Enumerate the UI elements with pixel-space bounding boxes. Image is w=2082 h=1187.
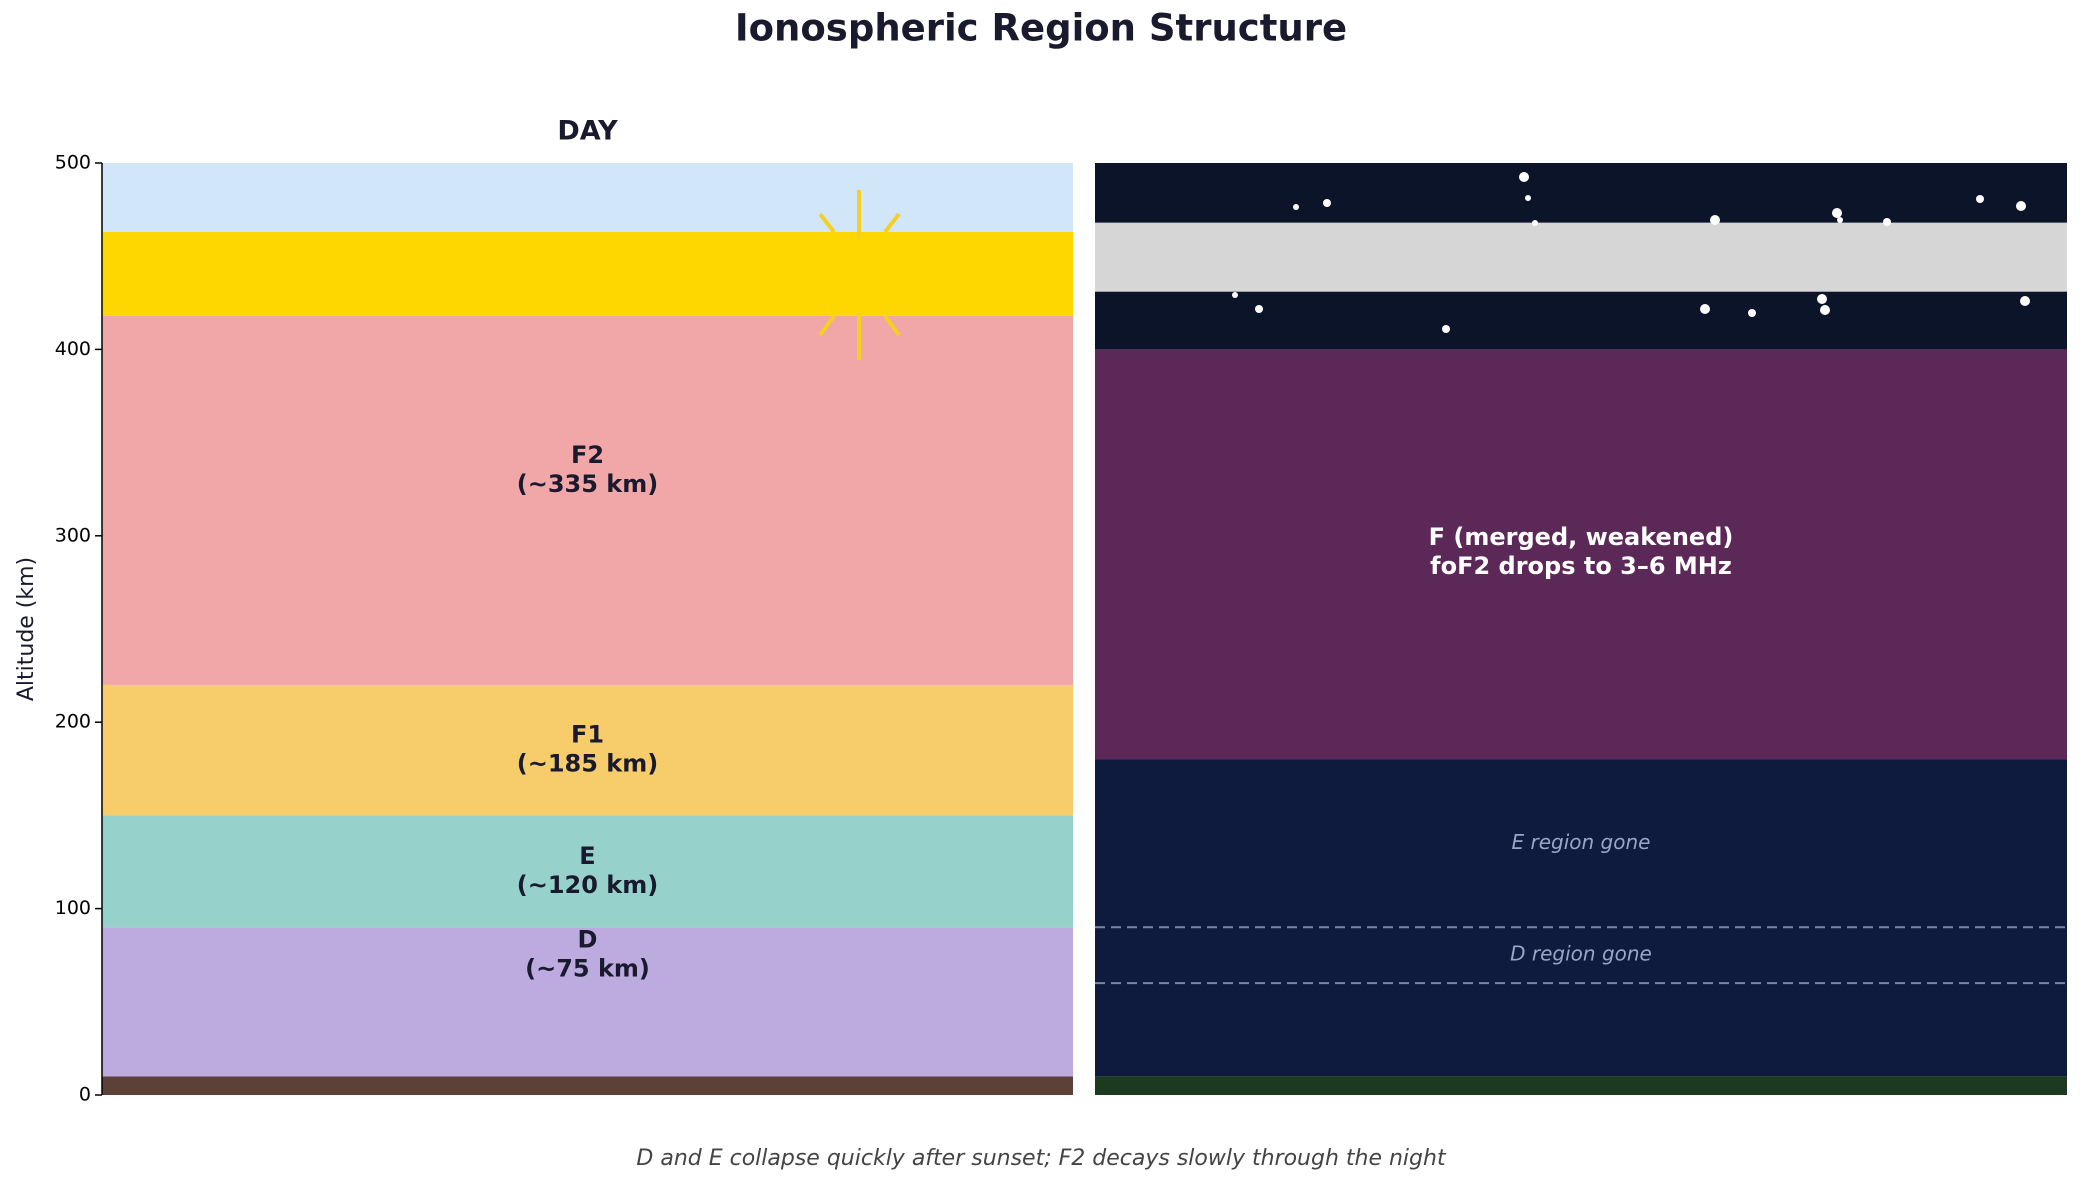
- band: [1095, 163, 2067, 223]
- band: [102, 927, 1073, 1077]
- region-label: F1: [571, 721, 604, 749]
- band: [102, 163, 1073, 232]
- caption: D and E collapse quickly after sunset; F…: [636, 1146, 1447, 1171]
- region-label: (~120 km): [517, 871, 658, 899]
- bands: [102, 163, 2067, 1095]
- band: [1095, 349, 2067, 760]
- band: [102, 315, 1073, 685]
- band: [1095, 291, 2067, 350]
- band: [1095, 759, 2067, 1077]
- region-label: E: [579, 842, 595, 870]
- region-label: (~75 km): [525, 955, 650, 983]
- band: [102, 684, 1073, 816]
- y-tick-label: 300: [55, 524, 91, 546]
- band: [102, 1076, 1073, 1095]
- region-label: F2: [571, 441, 604, 469]
- stars: [1232, 172, 2030, 333]
- sun-rays: [818, 190, 901, 360]
- overlay: DAY F2(~335 km) F1(~185 km) E(~120 km) D(~75…: [55, 116, 2067, 1106]
- band: [1095, 1076, 2067, 1095]
- region-label: foF2 drops to 3–6 MHz: [1430, 552, 1732, 580]
- region-label: F (merged, weakened): [1429, 523, 1734, 551]
- band: [1095, 222, 2067, 292]
- y-axis-label: Altitude (km): [14, 557, 39, 701]
- panel-title: DAY: [557, 116, 618, 147]
- region-label: (~335 km): [517, 470, 658, 498]
- region-label: (~185 km): [517, 750, 658, 778]
- chart-title: Ionospheric Region Structure: [735, 7, 1347, 50]
- region-label: E region gone: [1512, 830, 1651, 854]
- y-tick-label: 200: [55, 711, 91, 733]
- band: [102, 815, 1073, 928]
- y-tick-label: 400: [55, 338, 91, 360]
- band: [102, 231, 1073, 316]
- decorations: [818, 172, 2030, 360]
- y-tick-label: 0: [79, 1084, 91, 1106]
- region-label: D: [578, 926, 598, 954]
- region-label: D region gone: [1510, 942, 1652, 966]
- y-tick-label: 100: [55, 897, 91, 919]
- y-tick-label: 500: [55, 152, 91, 174]
